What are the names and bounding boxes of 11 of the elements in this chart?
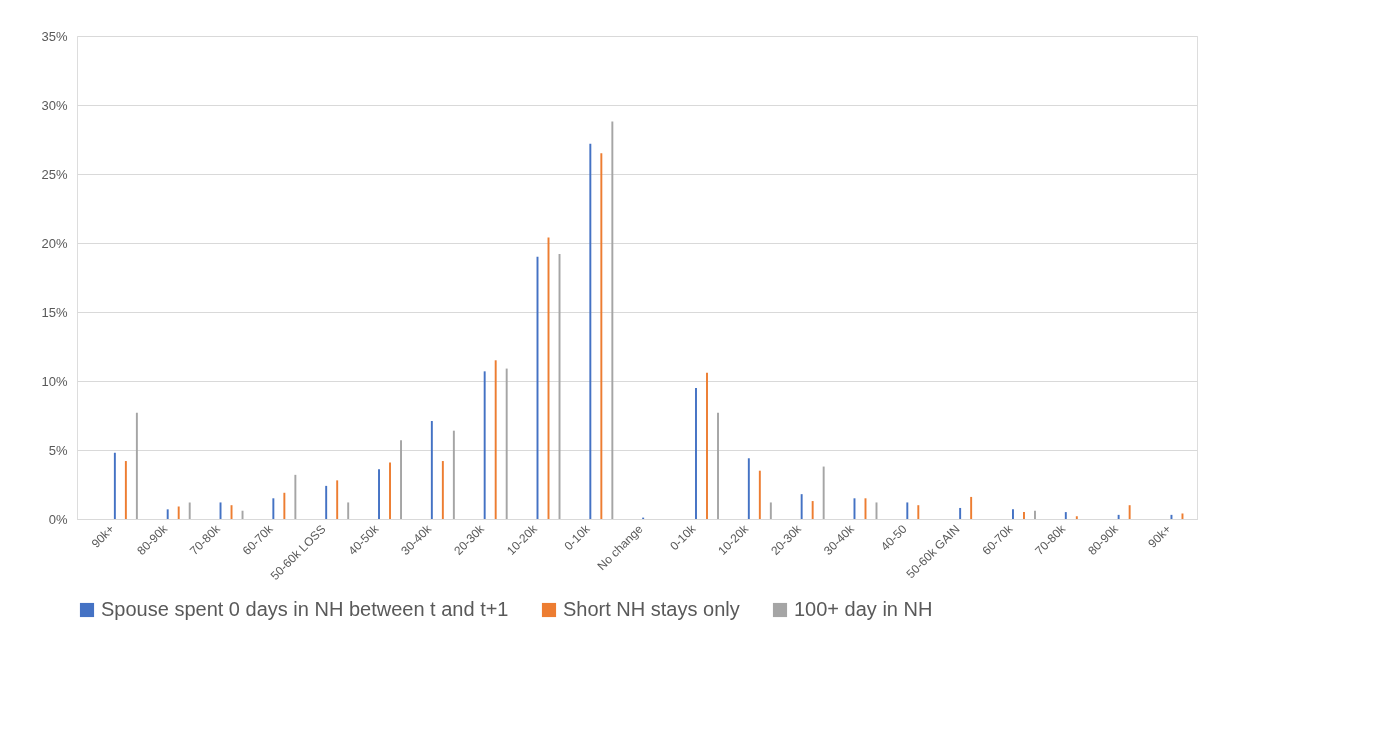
y-tick-label: 20% — [41, 235, 68, 251]
legend-label: 100+ day in NH — [794, 598, 933, 620]
y-tick-label: 0% — [48, 511, 68, 527]
y-tick-label: 15% — [41, 304, 68, 320]
y-tick-label: 25% — [41, 166, 68, 182]
y-tick-label: 30% — [41, 97, 68, 113]
legend-label: Short NH stays only — [563, 598, 740, 620]
legend-label: Spouse spent 0 days in NH between t and t+1 — [101, 598, 509, 620]
y-tick-label: 35% — [41, 28, 68, 44]
y-tick-label: 5% — [48, 442, 68, 458]
y-tick-label: 10% — [41, 373, 68, 389]
